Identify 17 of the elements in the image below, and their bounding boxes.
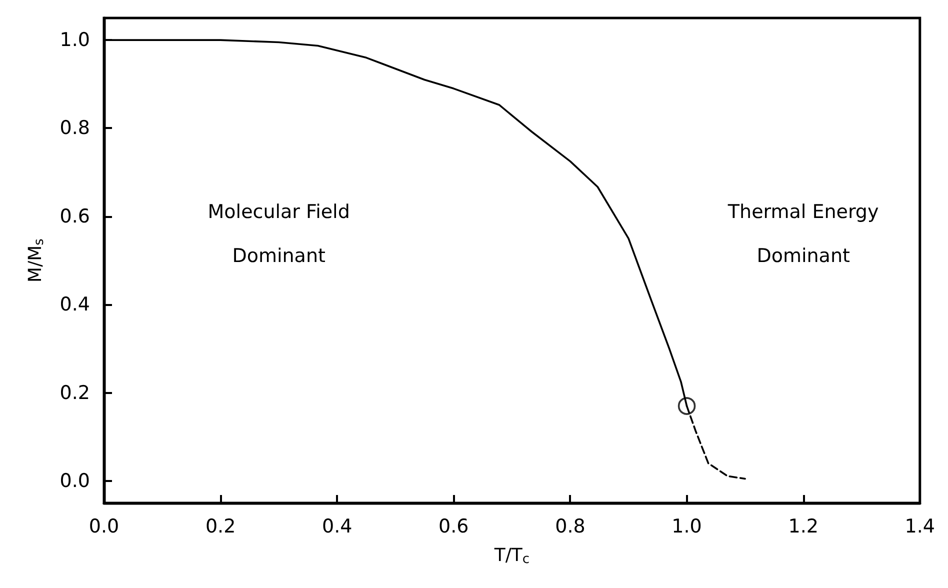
- y-tick-label: 0.0: [60, 470, 90, 492]
- x-tick-label: 0.8: [555, 516, 586, 538]
- x-tick-label: 1.4: [904, 516, 935, 538]
- annotation: Molecular Field Dominant: [208, 201, 350, 268]
- y-tick-label: 0.6: [60, 205, 90, 228]
- x-tick-label: 1.2: [788, 516, 818, 538]
- y-tick-label: 1.0: [60, 29, 90, 52]
- x-tick-label: 0.6: [438, 516, 469, 538]
- y-tick-label: 0.2: [60, 382, 90, 404]
- x-tick-label: 1.0: [672, 516, 702, 538]
- x-tick-label: 0.4: [322, 516, 352, 538]
- annotation: Thermal Energy Dominant: [726, 201, 879, 268]
- y-tick-label: 0.4: [60, 294, 90, 316]
- x-tick-label: 0.0: [88, 516, 120, 538]
- x-tick-label: 0.2: [205, 516, 236, 538]
- y-tick-label: 0.8: [60, 117, 90, 140]
- y-axis-title: M/Ms: [25, 238, 47, 282]
